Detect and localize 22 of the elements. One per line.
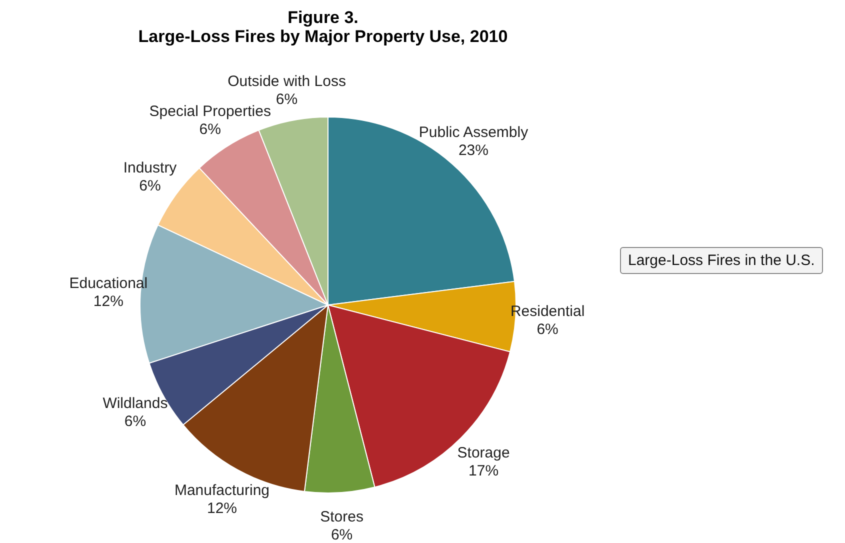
chart-subtitle: Large-Loss Fires by Major Property Use, 2010 — [137, 27, 509, 46]
slice-label: Wildlands — [102, 394, 168, 412]
data-label: 6% — [276, 90, 298, 108]
chart-title: Figure 3. — [286, 8, 360, 27]
data-label: 17% — [468, 462, 499, 480]
slice-label: Public Assembly — [418, 124, 529, 141]
data-label: 23% — [458, 142, 489, 159]
data-label: 6% — [139, 178, 161, 195]
slice-label: Educational — [69, 275, 148, 292]
slice-label: Manufacturing — [174, 482, 270, 499]
slice-label: Storage — [457, 444, 510, 462]
text: Large-Loss Fires in the U.S. — [620, 247, 823, 274]
data-label: 6% — [199, 121, 221, 138]
data-label: 6% — [536, 320, 558, 338]
slice-label: Special Properties — [149, 103, 271, 120]
data-label: 6% — [330, 526, 353, 543]
data-label: 12% — [207, 500, 238, 517]
data-label: 12% — [93, 293, 124, 310]
slice-label: Industry — [123, 160, 178, 177]
data-label: 6% — [124, 412, 146, 430]
slice-label: Stores — [320, 508, 364, 526]
slice-label: Outside with Loss — [228, 72, 346, 90]
